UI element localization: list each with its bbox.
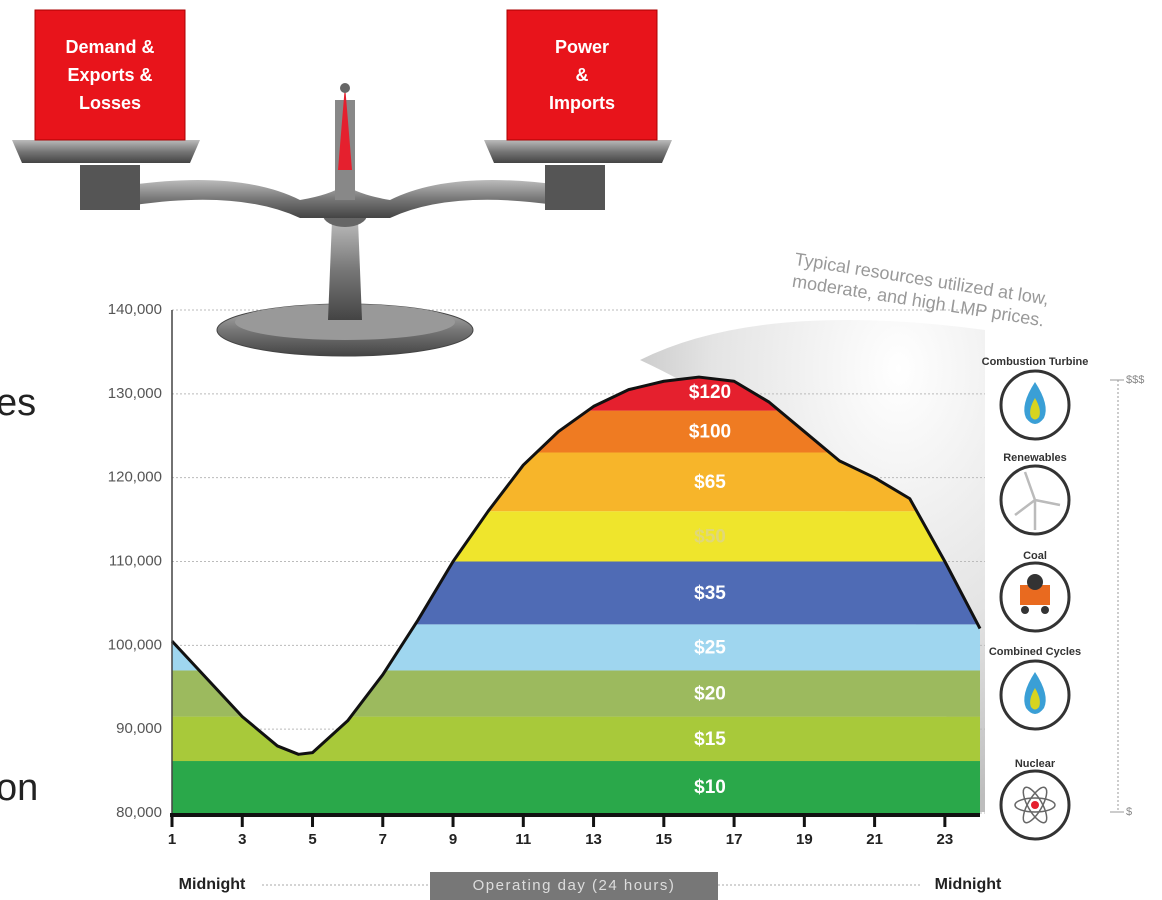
- price-scale-label: $: [1126, 806, 1132, 818]
- scale-label: Imports: [549, 93, 615, 113]
- resource: Renewables: [999, 452, 1071, 536]
- x-tick-label: 13: [585, 831, 602, 848]
- load-curve: [170, 375, 982, 756]
- x-tick-label: 7: [379, 831, 387, 848]
- band-label: $65: [694, 472, 726, 493]
- y-tick-label: 140,000: [108, 301, 162, 318]
- scale-label: Losses: [79, 93, 141, 113]
- text-fragment: on: [0, 767, 38, 809]
- band-label: $25: [694, 637, 726, 658]
- resource-label: Combustion Turbine: [982, 356, 1089, 368]
- y-tick-label: 100,000: [108, 636, 162, 653]
- band-label: $120: [689, 382, 731, 403]
- price-band: [172, 716, 980, 762]
- scale-box: [506, 9, 658, 141]
- band-label: $100: [689, 422, 731, 443]
- annotation: Typical resources utilized at low, moder…: [791, 249, 1050, 331]
- x-label-box: [430, 872, 718, 900]
- x-axis-label: Operating day (24 hours): [473, 877, 676, 894]
- resource: Combined Cycles: [989, 646, 1081, 731]
- resource: Combustion Turbine: [982, 356, 1089, 441]
- y-tick-label: 80,000: [116, 804, 162, 821]
- y-tick-label: 110,000: [109, 552, 162, 569]
- x-tick-label: 11: [515, 831, 531, 848]
- resource: Coal: [999, 550, 1071, 633]
- x-tick-label: 1: [168, 831, 176, 848]
- x-tick-label: 23: [937, 831, 954, 848]
- x-tick-label: 21: [866, 831, 883, 848]
- y-tick-label: 120,000: [108, 469, 162, 486]
- text-fragment: es: [0, 382, 36, 424]
- scale-label: &: [576, 65, 589, 85]
- x-start-label: Midnight: [179, 876, 246, 893]
- resource-icons: Combustion Turbine Renewables Coal Combi…: [982, 356, 1089, 841]
- glow-area: [640, 320, 985, 812]
- scale-box: [34, 9, 186, 141]
- resource-label: Nuclear: [1015, 758, 1056, 770]
- price-band: [172, 670, 980, 717]
- band-label: $50: [694, 526, 726, 547]
- band-label: $35: [694, 583, 726, 604]
- x-tick-label: 19: [796, 831, 813, 848]
- scale-label: Demand &: [65, 37, 154, 57]
- price-band: [172, 761, 980, 813]
- x-end-label: Midnight: [935, 876, 1002, 893]
- band-label: $15: [694, 729, 726, 750]
- x-tick-label: 5: [308, 831, 316, 848]
- price-scale-label: $$$: [1126, 374, 1144, 386]
- band-label: $10: [694, 777, 726, 798]
- x-tick-label: 9: [449, 831, 457, 848]
- scale-label: Exports &: [67, 65, 152, 85]
- x-tick-label: 3: [238, 831, 246, 848]
- price-band: [172, 624, 980, 671]
- y-tick-label: 130,000: [108, 385, 162, 402]
- scale-label: Power: [555, 37, 609, 57]
- x-tick-label: 15: [655, 831, 672, 848]
- price-band: [172, 511, 980, 562]
- resource-label: Coal: [1023, 550, 1047, 562]
- band-label: $20: [694, 684, 726, 705]
- resource-label: Renewables: [1003, 452, 1067, 464]
- y-tick-label: 90,000: [116, 720, 162, 737]
- resource-label: Combined Cycles: [989, 646, 1081, 658]
- resource: Nuclear: [999, 758, 1071, 841]
- balance-scale: Demand & Exports & Losses Power & Import…: [12, 9, 672, 357]
- price-band: [172, 561, 980, 625]
- x-tick-label: 17: [726, 831, 743, 848]
